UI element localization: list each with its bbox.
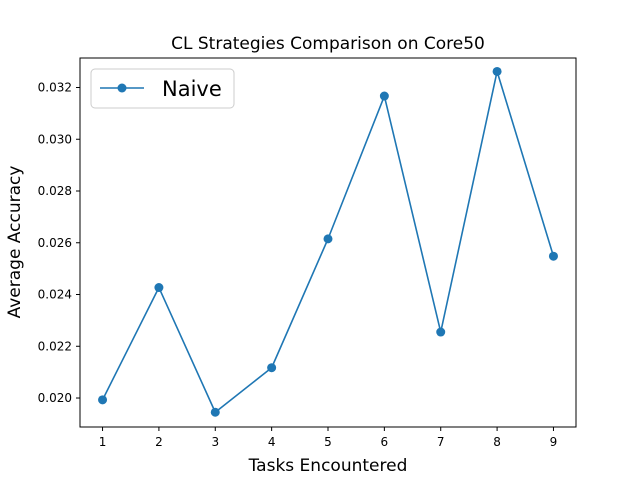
x-axis: 1 2 3 4 5 6 7 8 9 bbox=[99, 427, 558, 449]
x-tick-label: 3 bbox=[211, 435, 219, 449]
series-layer bbox=[98, 66, 558, 417]
data-point bbox=[154, 283, 164, 293]
y-tick-label: 0.026 bbox=[38, 236, 72, 250]
legend: Naive bbox=[90, 68, 235, 109]
data-point bbox=[436, 327, 446, 337]
x-tick-label: 8 bbox=[493, 435, 501, 449]
data-point bbox=[548, 251, 558, 261]
y-axis: 0.020 0.022 0.024 0.026 0.028 0.030 0.032 bbox=[38, 80, 80, 405]
data-point bbox=[267, 363, 277, 373]
y-tick-label: 0.020 bbox=[38, 391, 72, 405]
y-tick-label: 0.024 bbox=[38, 288, 72, 302]
legend-box bbox=[90, 68, 235, 109]
legend-label-naive: Naive bbox=[162, 77, 222, 101]
x-tick-label: 4 bbox=[268, 435, 276, 449]
x-tick-label: 9 bbox=[550, 435, 558, 449]
y-tick-label: 0.022 bbox=[38, 339, 72, 353]
data-point bbox=[379, 91, 389, 101]
data-point bbox=[98, 395, 108, 405]
x-axis-label: Tasks Encountered bbox=[248, 456, 408, 476]
x-tick-label: 2 bbox=[155, 435, 163, 449]
data-point bbox=[492, 66, 502, 76]
y-tick-label: 0.028 bbox=[38, 184, 72, 198]
y-tick-label: 0.030 bbox=[38, 132, 72, 146]
x-tick-label: 6 bbox=[381, 435, 389, 449]
legend-marker-swatch bbox=[117, 83, 127, 93]
data-point bbox=[210, 407, 220, 417]
x-tick-label: 5 bbox=[324, 435, 332, 449]
x-tick-label: 7 bbox=[437, 435, 445, 449]
data-point bbox=[323, 234, 333, 244]
x-tick-label: 1 bbox=[99, 435, 107, 449]
y-tick-label: 0.032 bbox=[38, 80, 72, 94]
chart-title: CL Strategies Comparison on Core50 bbox=[171, 34, 485, 54]
y-axis-label: Average Accuracy bbox=[5, 166, 25, 319]
